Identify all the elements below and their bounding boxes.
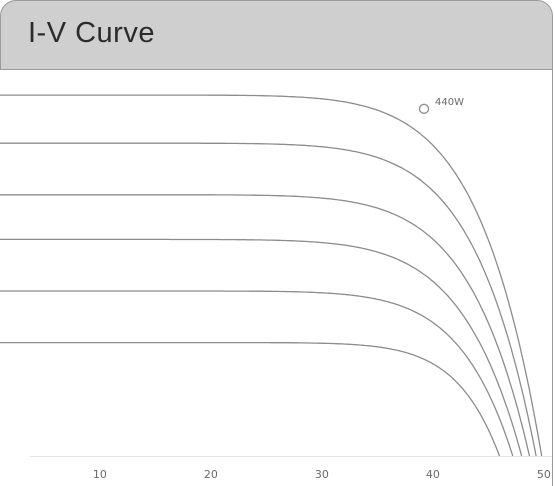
iv-curve-5 (0, 290, 514, 457)
iv-curve-2 (0, 142, 537, 457)
x-tick-label: 40 (426, 468, 440, 481)
x-tick-label: 30 (315, 468, 329, 481)
x-tick-label: 20 (204, 468, 218, 481)
iv-curve-1 (0, 94, 543, 457)
x-tick-label: 50 (537, 468, 551, 481)
annotations-group: 440W (418, 97, 464, 114)
x-axis-ticks: 10 20 30 40 50 (93, 468, 551, 481)
chart-header: I-V Curve (0, 0, 553, 70)
curves-group (0, 94, 543, 457)
iv-curve-3 (0, 194, 531, 457)
iv-curve-4 (0, 238, 523, 457)
iv-curve-6 (0, 341, 501, 457)
chart-title: I-V Curve (28, 17, 155, 49)
annotation-label: 440W (435, 97, 464, 108)
annotation-marker (418, 103, 430, 114)
x-tick-label: 10 (93, 468, 107, 481)
chart-frame-right-border (552, 69, 553, 486)
